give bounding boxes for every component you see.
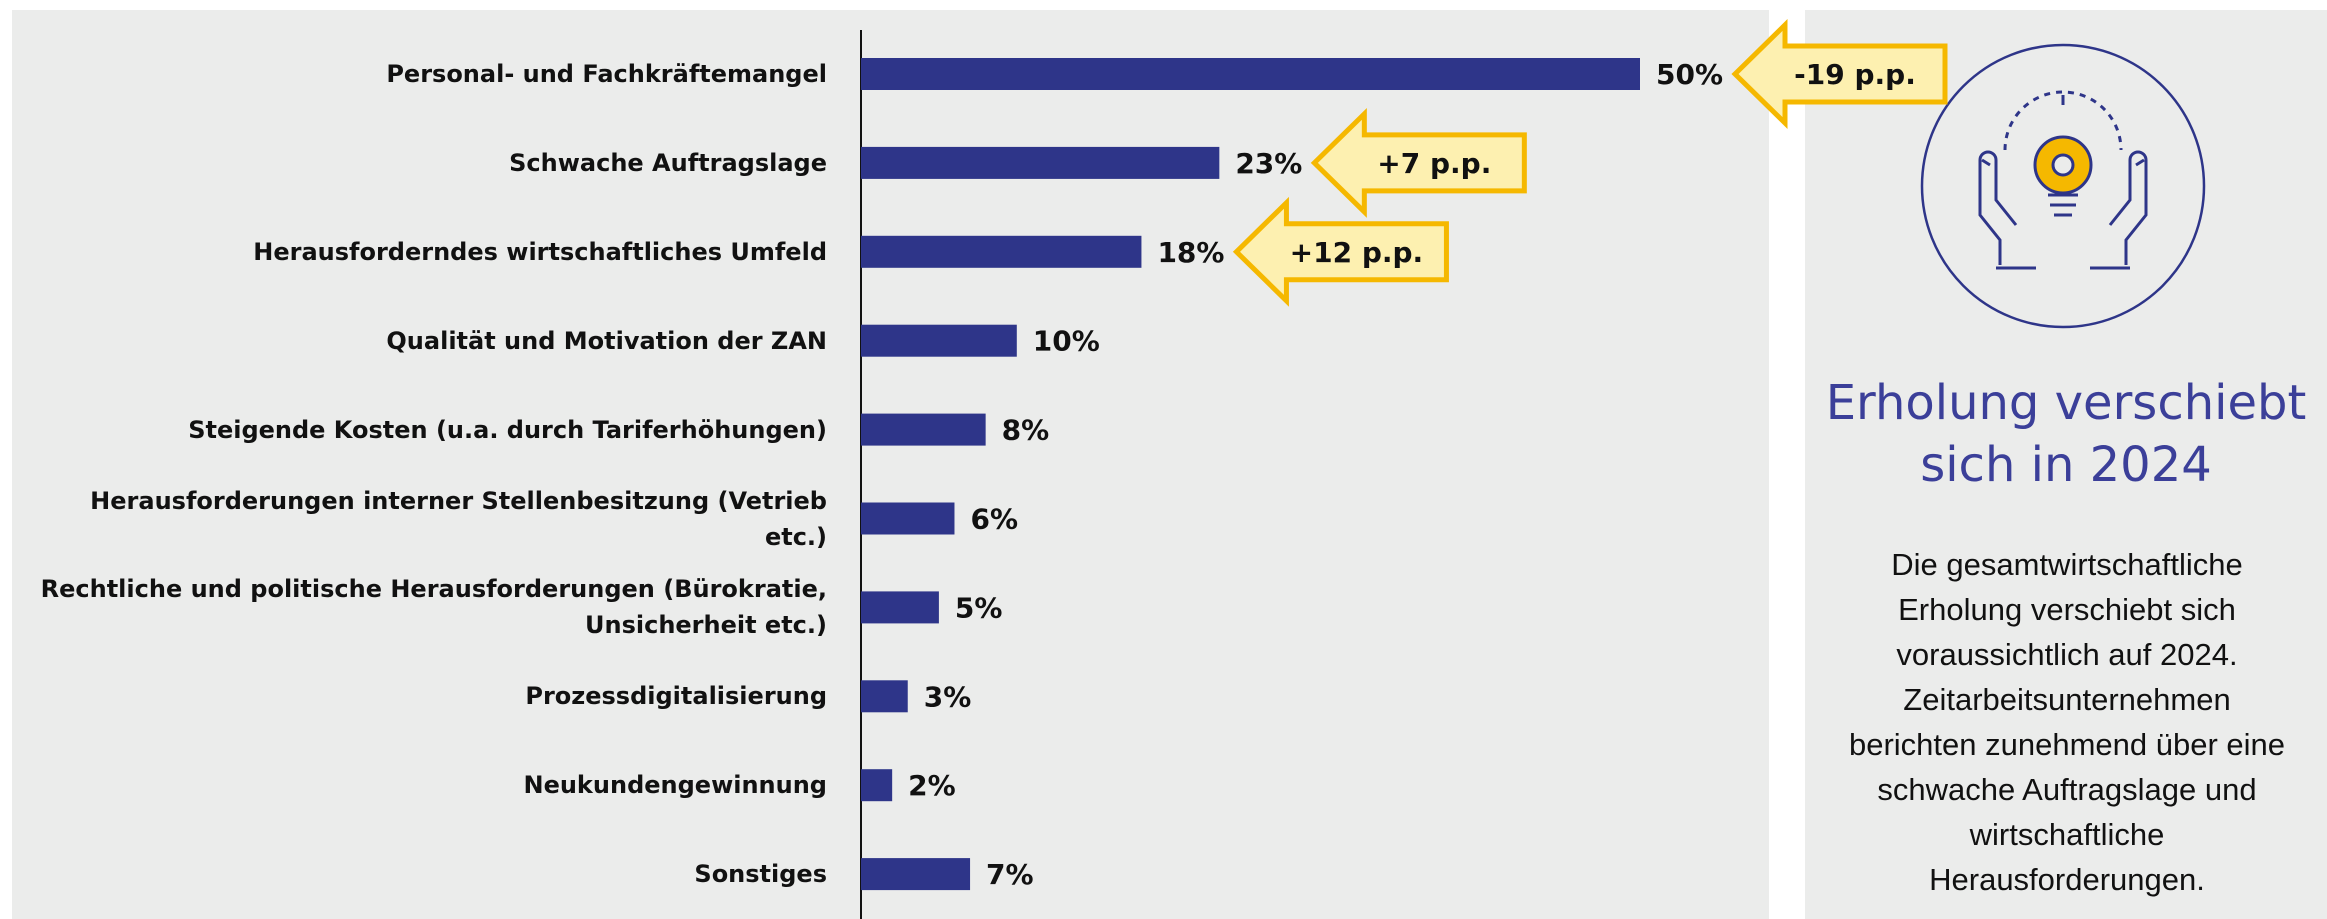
category-label: Herausforderndes wirtschaftliches Umfeld: [253, 237, 827, 266]
category-label: Schwache Auftragslage: [509, 148, 827, 177]
bar: [861, 591, 939, 624]
annotation-arrow: [1731, 19, 1948, 129]
annotation-label: +7 p.p.: [1377, 147, 1491, 180]
annotation-label: +12 p.p.: [1290, 236, 1424, 269]
value-label: 3%: [924, 680, 972, 713]
value-label: 10%: [1033, 325, 1100, 358]
category-label: Sonstiges: [694, 860, 827, 889]
value-label: 2%: [908, 769, 956, 802]
bar: [861, 680, 908, 713]
value-label: 50%: [1656, 58, 1723, 91]
icon: [1920, 43, 2206, 329]
annotation-arrow: [1310, 107, 1527, 218]
value-label: 8%: [1002, 414, 1050, 447]
bar: [861, 235, 1142, 268]
bar: [861, 858, 971, 891]
value-label: 7%: [986, 858, 1034, 891]
bar: [861, 413, 986, 446]
bar: [861, 324, 1017, 357]
bar: [861, 769, 893, 802]
value-label: 18%: [1157, 236, 1224, 269]
category-label: Prozessdigitalisierung: [525, 682, 827, 711]
bar: [861, 58, 1640, 90]
panel-title: Erholung verschiebt sich in 2024: [1825, 375, 2307, 493]
value-label: 5%: [955, 591, 1003, 624]
category-label: Herausforderungen interner Stellenbesitz…: [90, 486, 827, 551]
bar: [861, 146, 1220, 179]
category-label: Qualität und Motivation der ZAN: [386, 326, 827, 355]
annotation-label: -19 p.p.: [1794, 58, 1916, 91]
panel-text: Die gesamtwirtschaftliche Erholung versc…: [1848, 547, 2286, 897]
category-label: Steigende Kosten (u.a. durch Tariferhöhu…: [188, 415, 827, 444]
value-label: 6%: [970, 503, 1018, 536]
category-label: Personal- und Fachkräftemangel: [386, 60, 827, 88]
category-label: Neukundengewinnung: [523, 771, 827, 800]
category-label: Rechtliche und politische Herausforderun…: [40, 575, 827, 640]
bar: [861, 502, 955, 535]
value-label: 23%: [1235, 147, 1302, 180]
annotation-arrow: [1232, 196, 1449, 307]
